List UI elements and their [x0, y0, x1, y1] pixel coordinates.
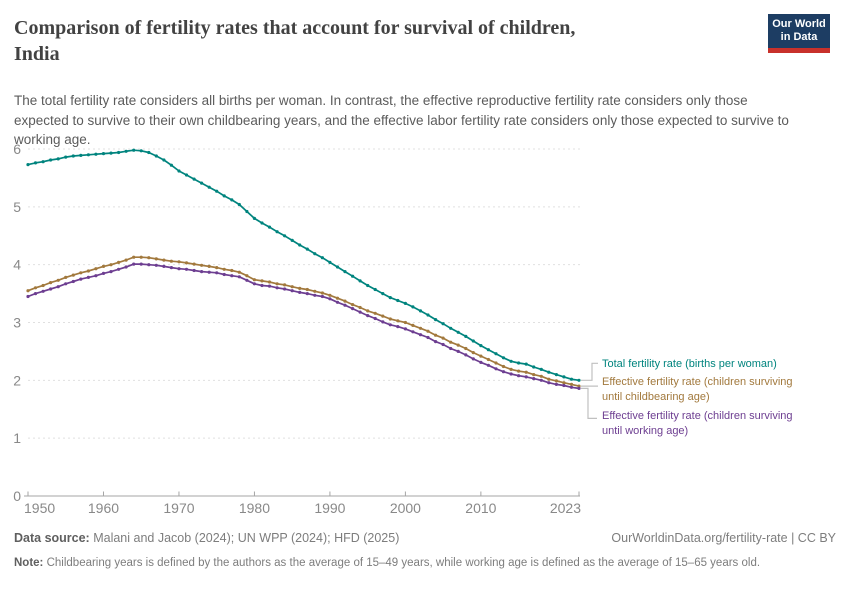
y-tick-label: 6 — [13, 141, 21, 157]
legend-label-line: Effective fertility rate (children survi… — [602, 376, 793, 388]
x-tick-label: 2010 — [465, 500, 496, 516]
legend-connector-0 — [581, 362, 598, 381]
series-line-1 — [27, 256, 580, 387]
y-tick-label: 4 — [13, 257, 21, 273]
data-source-text: Malani and Jacob (2024); UN WPP (2024); … — [89, 531, 400, 545]
note-label: Note: — [14, 557, 44, 569]
y-tick-label: 1 — [13, 430, 21, 446]
legend-item-effective-childbearing: Effective fertility rate (children survi… — [602, 375, 793, 405]
data-source-line: Data source: Malani and Jacob (2024); UN… — [14, 531, 399, 545]
legend-label-line: until working age) — [602, 425, 689, 437]
series-points-1 — [26, 255, 581, 388]
page-title-line1: Comparison of fertility rates that accou… — [14, 17, 576, 39]
legend-item-effective-working: Effective fertility rate (children survi… — [602, 409, 793, 439]
x-tick-label: 1990 — [314, 500, 345, 516]
x-tick-label: 2000 — [390, 500, 421, 516]
legend-label-line: Effective fertility rate (children survi… — [602, 410, 793, 422]
series-points-0 — [26, 148, 581, 382]
legend-label-line: until childbearing age) — [602, 391, 710, 403]
page-title-line2: India — [14, 43, 60, 65]
legend-label-line: Total fertility rate (births per woman) — [602, 358, 777, 370]
logo-text-line1: Our World — [772, 18, 826, 30]
chart-subtitle: The total fertility rate considers all b… — [14, 93, 789, 147]
footer-note: Note: Childbearing years is defined by t… — [14, 555, 814, 571]
data-source-label: Data source: — [14, 531, 90, 545]
page-title: Comparison of fertility rates that accou… — [14, 15, 734, 67]
y-tick-label: 2 — [13, 372, 21, 388]
note-text: Childbearing years is defined by the aut… — [43, 557, 761, 569]
x-tick-label: 1960 — [88, 500, 119, 516]
footer-source-row: Data source: Malani and Jacob (2024); UN… — [14, 531, 836, 545]
x-tick-label: 1970 — [163, 500, 194, 516]
y-tick-label: 5 — [13, 199, 21, 215]
series-points-2 — [26, 262, 581, 390]
x-tick-label: 1980 — [239, 500, 270, 516]
attribution-link[interactable]: OurWorldinData.org/fertility-rate | CC B… — [611, 531, 836, 545]
x-tick-label: 2023 — [550, 500, 581, 516]
x-tick-label: 1950 — [24, 500, 55, 516]
legend-connector-2 — [581, 387, 597, 419]
legend-item-total-fertility: Total fertility rate (births per woman) — [602, 357, 777, 372]
logo-text-line2: in Data — [780, 31, 818, 43]
y-tick-label: 3 — [13, 315, 21, 331]
owid-logo: Our World in Data — [768, 14, 830, 53]
y-tick-label: 0 — [13, 488, 21, 504]
